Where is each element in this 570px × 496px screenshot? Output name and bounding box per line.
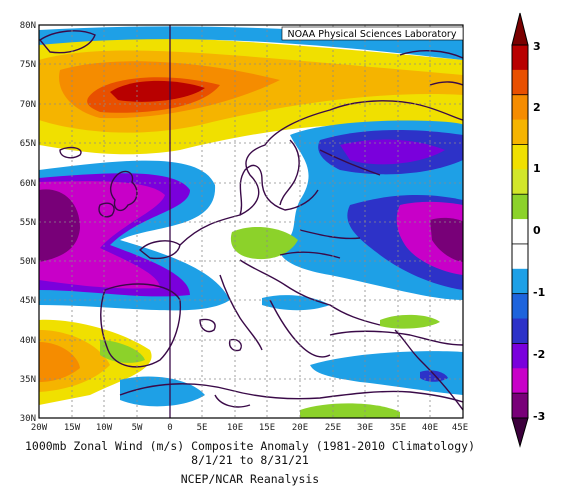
colorbar-segment <box>512 69 528 96</box>
lon-label: 40E <box>422 423 438 433</box>
lon-label: 15W <box>64 423 81 433</box>
lon-label: 20E <box>292 423 308 433</box>
lon-label: 20W <box>31 423 48 433</box>
lat-label: 45N <box>20 296 36 306</box>
colorbar-segment <box>512 368 528 394</box>
colorbar-label: -1 <box>533 286 545 299</box>
lon-label: 30E <box>357 423 373 433</box>
lon-label: 10W <box>96 423 113 433</box>
colorbar-label: -3 <box>533 410 545 423</box>
lon-label: 15E <box>259 423 275 433</box>
figure-caption-title: 1000mb Zonal Wind (m/s) Composite Anomal… <box>24 439 476 453</box>
lat-label: 40N <box>20 336 36 346</box>
colorbar-segment <box>512 45 528 71</box>
figure-caption-source: NCEP/NCAR Reanalysis <box>180 472 320 486</box>
colorbar-label: 0 <box>533 224 541 237</box>
colorbar-segment <box>512 268 528 295</box>
lat-label: 55N <box>20 218 36 228</box>
colorbar-segment <box>512 318 528 344</box>
anomaly-field <box>39 25 463 418</box>
colorbar-top-arrow <box>511 12 529 46</box>
lat-label: 30N <box>20 414 36 424</box>
colorbar-label: 3 <box>533 40 541 53</box>
colorbar-label: 1 <box>533 162 541 175</box>
figure-caption-dates: 8/1/21 to 8/31/21 <box>191 453 309 467</box>
colorbar-segment <box>512 194 528 220</box>
colorbar-label: 2 <box>533 101 541 114</box>
colorbar-segment <box>512 243 528 270</box>
colorbar-segment <box>512 293 528 320</box>
lon-axis-labels: 20W 15W 10W 5W 0 5E 10E 15E 20E 25E 30E … <box>31 423 468 433</box>
attribution-text: NOAA Physical Sciences Laboratory <box>288 29 457 40</box>
lat-label: 70N <box>20 100 36 110</box>
colorbar-labels: 3 2 1 0 -1 -2 -3 <box>533 40 545 423</box>
lat-label: 35N <box>20 375 36 385</box>
lat-axis-labels: 80N 75N 70N 65N 60N 55N 50N 45N 40N 35N … <box>20 21 36 424</box>
lat-label: 60N <box>20 179 36 189</box>
plot-frame <box>38 24 464 419</box>
lon-label: 10E <box>227 423 243 433</box>
attribution-box <box>281 26 464 41</box>
lon-label: 25E <box>325 423 341 433</box>
lon-label: 5E <box>197 423 208 433</box>
lat-label: 65N <box>20 139 36 149</box>
graticule <box>39 25 463 418</box>
lon-label: 45E <box>452 423 468 433</box>
lat-label: 50N <box>20 257 36 267</box>
colorbar-segment <box>512 169 528 195</box>
colorbar-bottom-arrow <box>511 417 529 448</box>
colorbar <box>511 12 529 448</box>
lat-label: 75N <box>20 60 36 70</box>
lon-label: 0 <box>167 423 172 433</box>
lon-label: 5W <box>132 423 143 433</box>
lon-label: 35E <box>390 423 406 433</box>
lat-label: 80N <box>20 21 36 31</box>
colorbar-segment <box>512 393 528 419</box>
colorbar-segment <box>512 94 528 121</box>
colorbar-segment <box>512 144 528 170</box>
colorbar-segment <box>512 219 528 245</box>
colorbar-segment <box>512 343 528 369</box>
colorbar-label: -2 <box>533 348 545 361</box>
colorbar-segment <box>512 119 528 145</box>
